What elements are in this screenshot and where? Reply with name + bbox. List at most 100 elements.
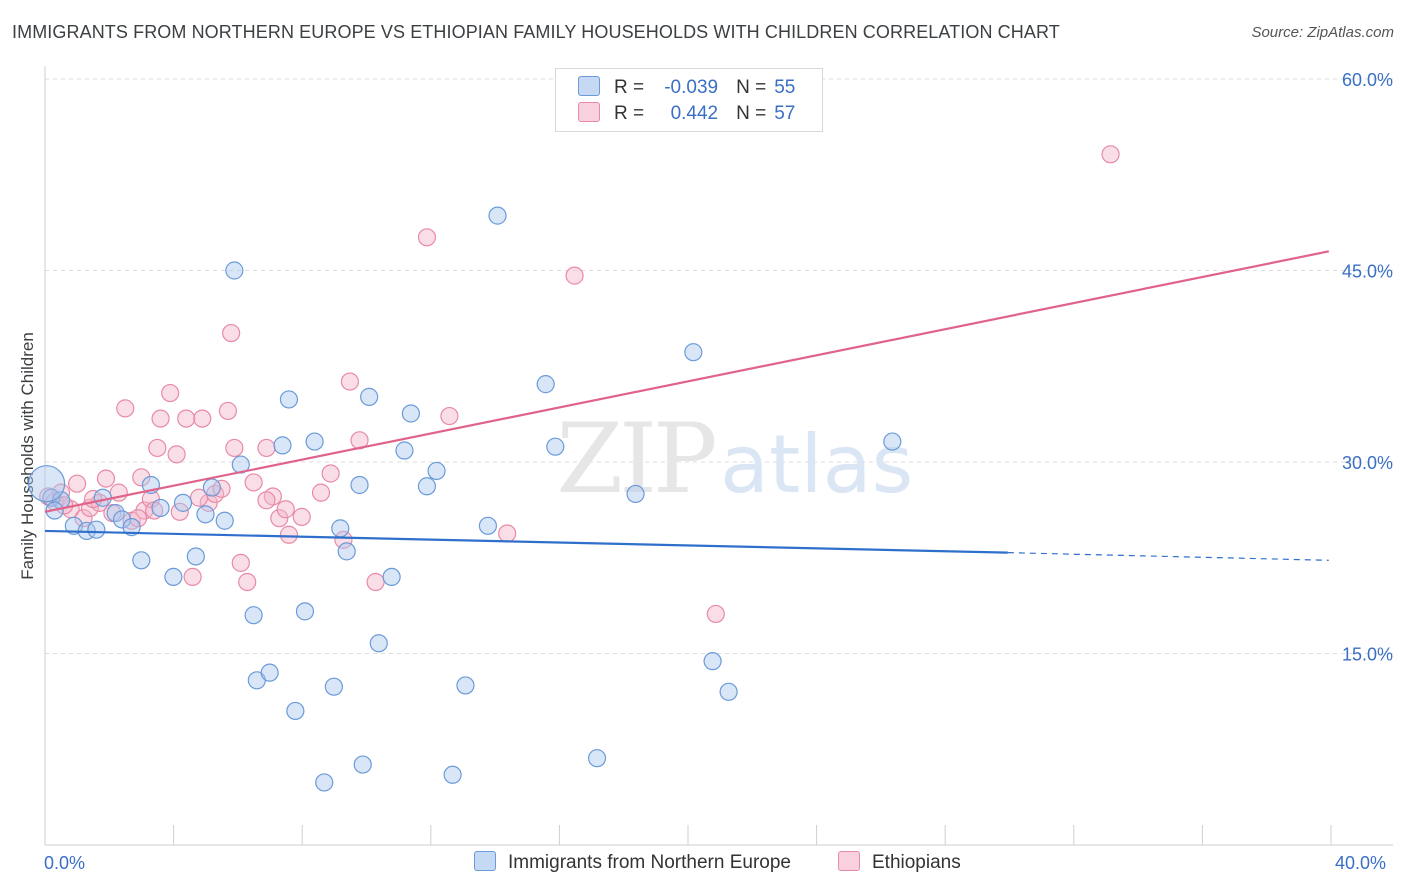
legend-series-name: Ethiopians	[872, 852, 961, 873]
data-point	[225, 261, 244, 280]
legend-n-value: 55	[774, 77, 796, 98]
data-point	[96, 469, 116, 488]
trend-lines	[44, 250, 1330, 561]
data-point	[703, 652, 722, 671]
data-point	[443, 765, 462, 784]
data-point	[122, 518, 141, 537]
data-point	[366, 572, 385, 592]
data-point	[369, 634, 388, 653]
data-point	[478, 516, 498, 535]
data-point	[340, 372, 360, 391]
data-point	[1101, 145, 1120, 164]
series-legend: Immigrants from Northern Europe Ethiopia…	[0, 851, 1406, 877]
data-point	[395, 441, 414, 460]
data-point	[360, 387, 379, 406]
data-point	[382, 567, 401, 587]
data-point	[260, 663, 279, 682]
data-point	[244, 473, 263, 492]
legend-swatch-pink	[838, 851, 860, 871]
data-point	[28, 465, 66, 503]
data-point	[417, 477, 437, 496]
legend-r-value: -0.039	[664, 77, 719, 98]
data-point	[311, 483, 331, 502]
data-point	[173, 493, 193, 512]
data-point	[215, 511, 234, 530]
y-tick-labels: 15.0% 30.0% 45.0% 60.0%	[1342, 70, 1393, 665]
y-tick-label: 60.0%	[1342, 70, 1393, 90]
grid-lines	[45, 78, 1393, 654]
data-point	[719, 682, 738, 701]
legend-swatch-blue	[474, 851, 496, 871]
legend-n-label: N =	[736, 103, 767, 124]
legend-row-northern-europe: R = -0.039 N = 55	[578, 76, 814, 100]
data-point	[231, 553, 250, 572]
trend-line-northern-europe	[44, 529, 1008, 554]
data-point	[132, 468, 151, 487]
data-point	[883, 432, 902, 451]
legend-item-northern-europe: Immigrants from Northern Europe	[474, 851, 791, 874]
data-point	[164, 567, 183, 587]
trend-line-ethiopians	[44, 250, 1330, 513]
data-point	[202, 478, 221, 497]
legend-n-value: 57	[774, 103, 796, 124]
x-tick-label-min: 0.0%	[44, 853, 86, 873]
legend-swatch-blue	[578, 76, 600, 96]
data-point	[270, 509, 289, 528]
watermark-atlas: atlas	[720, 418, 913, 511]
data-point	[67, 474, 87, 493]
data-point	[498, 524, 517, 543]
legend-r-label: R =	[614, 103, 645, 124]
data-point	[151, 498, 170, 518]
y-tick-label: 30.0%	[1342, 453, 1393, 473]
data-point	[128, 509, 148, 528]
data-point	[148, 438, 167, 458]
legend-r-label: R =	[614, 77, 645, 98]
data-point	[116, 399, 135, 418]
data-point	[456, 676, 475, 695]
data-point	[626, 484, 645, 504]
data-point	[321, 464, 340, 483]
data-point	[167, 445, 186, 464]
y-tick-label: 45.0%	[1342, 262, 1393, 282]
data-point	[565, 266, 584, 285]
source-label: Source: ZipAtlas.com	[1251, 24, 1394, 41]
data-point	[417, 228, 437, 247]
data-point	[279, 525, 299, 544]
data-point	[189, 488, 209, 507]
legend-series-name: Immigrants from Northern Europe	[508, 852, 791, 873]
data-point	[276, 500, 295, 519]
northern-europe-points	[28, 206, 902, 792]
chart-title: IMMIGRANTS FROM NORTHERN EUROPE VS ETHIO…	[12, 22, 1060, 42]
data-point	[488, 206, 507, 225]
x-tick-label-max: 40.0%	[1335, 853, 1387, 873]
data-point	[546, 437, 565, 456]
data-point	[177, 409, 196, 428]
data-point	[222, 323, 241, 343]
data-point	[196, 505, 215, 524]
data-point	[186, 547, 205, 566]
data-point	[87, 520, 106, 539]
data-point	[161, 383, 180, 403]
data-point	[684, 343, 703, 362]
data-point	[193, 409, 212, 428]
data-point	[132, 551, 151, 570]
legend-item-ethiopians: Ethiopians	[838, 851, 961, 874]
data-point	[151, 409, 170, 428]
data-point	[337, 542, 356, 561]
data-point	[257, 491, 276, 510]
data-point	[238, 572, 257, 592]
axes	[44, 66, 1393, 846]
y-tick-label: 15.0%	[1342, 645, 1393, 665]
legend-n-label: N =	[736, 77, 767, 98]
data-point	[331, 519, 350, 538]
data-point	[212, 479, 231, 498]
data-point	[244, 606, 263, 625]
data-point	[427, 461, 446, 481]
legend-r-value: 0.442	[670, 103, 719, 124]
watermark-zip: ZIP	[556, 403, 715, 515]
data-point	[401, 404, 420, 423]
data-point	[315, 773, 334, 792]
trend-line-northern-europe-extension	[1007, 552, 1329, 561]
watermark: ZIP atlas	[556, 403, 913, 515]
